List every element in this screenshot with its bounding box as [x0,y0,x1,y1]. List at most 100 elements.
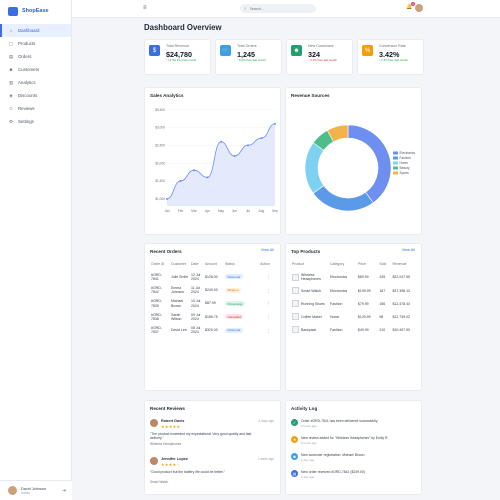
table-row[interactable]: Smart Watch Electronics $199.99 187 $37,398.… [291,284,420,297]
notification-count: 3 [411,2,415,6]
y-tick-label: $1,500 [155,179,165,183]
donut-slice[interactable] [326,124,349,143]
more-options-icon[interactable]: ⋮ [266,314,271,320]
order-amount: $320.00 [205,328,218,333]
sales-point[interactable] [274,122,276,125]
sidebar-item-label: Settings [18,119,34,124]
sidebar-item-dashboard[interactable]: ⌂ Dashboard [0,24,71,37]
star-icon: ✩ [9,105,13,111]
cart-icon: ▤ [8,53,14,59]
order-amount: $156.75 [205,314,218,319]
action-cell: ⋮ [259,297,278,310]
x-tick-label: Jun [232,209,237,213]
sidebar-nav: ⌂ Dashboard ▢ Products ▤ Orders ☻ Customers ▥ Ana… [0,24,71,128]
activity-time: 2 hours ago [301,424,317,428]
sales-point[interactable] [166,197,168,200]
order-customer: Julie Smith [171,274,189,279]
product-name: Wireless Headphones [301,273,321,281]
table-row[interactable]: Backpack Fashion $49.99 210 $10,497.90 [291,323,420,336]
order-date: 08 Jul 2024 [191,326,201,335]
page-title: Dashboard Overview [144,23,222,32]
sidebar: ShopEase ⌂ Dashboard ▢ Products ▤ Orders ☻ Cust… [0,0,72,500]
status-cell: Cancelled [224,310,259,323]
product-revenue: $37,398.13 [392,288,410,293]
donut-slice[interactable] [347,124,392,204]
order-date: 10 Jul 2024 [191,299,201,308]
sales-point[interactable] [247,144,249,147]
status-badge: Shipped [225,287,242,293]
sidebar-item-orders[interactable]: ▤ Orders [2,50,71,63]
sidebar-item-products[interactable]: ▢ Products [2,37,71,50]
legend-label: Electronics [400,151,416,155]
stat-value: 1,245 [237,50,255,59]
more-options-icon[interactable]: ⋮ [266,301,271,307]
activity-icon: ▤ [291,470,298,477]
topbar: ≡ ⌕ 🔔3 [72,0,500,18]
order-date: 11 Jul 2024 [191,285,201,295]
notification-bell-icon[interactable]: 🔔 3 [406,2,415,10]
sales-point[interactable] [193,169,195,172]
table-row[interactable]: #ORD-7842 Emma Johnson 11 Jul 2024 $249.00 S… [150,283,278,296]
sales-point[interactable] [220,140,222,143]
logout-icon[interactable]: ⇥ [61,487,66,494]
legend-label: Fashion [400,156,412,160]
stat-value: $24,780 [166,50,192,59]
product-revenue: $10,497.90 [392,327,410,332]
more-options-icon[interactable]: ⋮ [266,287,271,293]
sidebar-item-reviews[interactable]: ✩ Reviews [2,102,71,115]
sales-point[interactable] [179,180,182,182]
reviewer-avatar [150,457,158,465]
more-options-icon[interactable]: ⋮ [266,327,271,333]
topbar-avatar[interactable] [415,4,423,12]
sidebar-item-customers[interactable]: ☻ Customers [2,63,71,76]
sales-point[interactable] [260,137,263,140]
products-view-all-link[interactable]: View All [401,248,415,252]
more-options-icon[interactable]: ⋮ [266,274,271,280]
product-category: Electronics [330,288,348,293]
donut-slice[interactable] [312,185,374,212]
sales-point[interactable] [206,176,209,179]
orders-view-all-link[interactable]: View All [260,248,274,252]
table-row[interactable]: Wireless Headphones Electronics $89.99 245 $… [291,270,420,284]
table-row[interactable]: #ORD-7837 David Lee 08 Jul 2024 $320.00 Deli… [150,324,278,337]
sidebar-item-discounts[interactable]: ◈ Discounts [2,89,71,102]
table-row[interactable]: Running Shoes Fashion $79.99 156 $12,478.44 [291,297,420,310]
sales-point[interactable] [233,155,236,157]
brand[interactable]: ShopEase [0,0,71,18]
legend-swatch [393,166,398,170]
review-product[interactable]: Smart Watch [150,480,169,484]
home-icon: ⌂ [9,28,13,33]
search-input[interactable] [249,6,310,11]
product-thumbnail-icon [292,287,299,294]
user-role: Admin [21,490,31,495]
table-row[interactable]: Coffee Maker Home $129.99 98 $12,739.02 [291,310,420,323]
sales-area [167,123,275,206]
product-sold: 98 [379,314,384,319]
top-products-title: Top Products [291,249,321,254]
recent-orders-title: Recent Orders [150,249,182,254]
legend-label: Beauty [400,166,410,170]
donut-slice[interactable] [304,142,325,194]
table-row[interactable]: #ORD-7838 Sarah Wilson 09 Jul 2024 $156.75 C… [150,310,278,323]
sidebar-user[interactable]: David Johnson Admin ⇥ [0,480,72,500]
column-header: Sold [379,262,387,266]
sidebar-item-settings[interactable]: ⚙ Settings [2,115,71,128]
product-thumbnail-icon [292,326,299,333]
user-name: David Johnson [21,486,47,491]
product-revenue: $12,478.44 [392,301,410,306]
activity-time: 5 hours ago [301,441,317,445]
column-header: Amount [205,262,218,266]
search-bar[interactable]: ⌕ [240,4,316,13]
revenue-sources-title: Revenue Sources [291,93,330,98]
products-table: Product Category Price Sold Revenue Wireless … [291,261,420,336]
review-product[interactable]: Wireless Headphones [150,442,182,446]
menu-icon[interactable]: ≡ [143,5,147,11]
sidebar-item-analytics[interactable]: ▥ Analytics [2,76,71,89]
product-name: Backpack [301,327,317,332]
product-price: $129.99 [357,314,371,319]
sidebar-item-label: Reviews [18,106,35,111]
table-row[interactable]: #ORD-7839 Michael Brown 10 Jul 2024 $87.99 P… [150,297,278,310]
table-row[interactable]: #ORD-7841 Julie Smith 12 Jul 2024 $128.00 De… [150,270,278,283]
revenue-sources-card: Revenue Sources Electronics Fashion Home Be… [285,87,422,235]
